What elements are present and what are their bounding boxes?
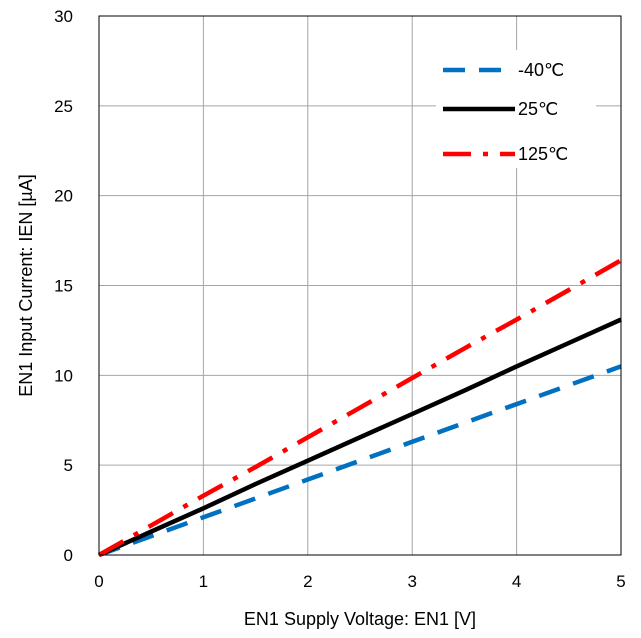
y-tick-label: 10 (54, 366, 73, 385)
series-lines (97, 258, 623, 558)
plot-frame (98, 15, 622, 556)
y-tick-label: 20 (54, 187, 73, 206)
y-axis-title: EN1 Input Current: IEN [µA] (16, 174, 36, 396)
legend-label-0: -40℃ (518, 60, 564, 80)
legend-label-2: 125℃ (518, 144, 568, 164)
x-tick-label: 5 (616, 572, 625, 591)
legend: -40℃ 25℃ 125℃ (436, 50, 596, 168)
tick-labels: 0 1 2 3 4 5 0 5 10 15 20 25 30 (54, 7, 626, 591)
y-tick-label: 5 (64, 456, 73, 475)
x-tick-label: 2 (303, 572, 312, 591)
x-axis-title: EN1 Supply Voltage: EN1 [V] (244, 609, 476, 629)
x-tick-label: 3 (407, 572, 416, 591)
y-tick-label: 15 (54, 277, 73, 296)
series-line-0 (98, 364, 622, 558)
legend-label-1: 25℃ (518, 99, 558, 119)
series-line-1 (98, 317, 622, 558)
y-tick-label: 0 (64, 546, 73, 565)
y-tick-label: 30 (54, 7, 73, 26)
x-tick-label: 1 (199, 572, 208, 591)
x-tick-label: 4 (512, 572, 521, 591)
series-line-2 (97, 258, 623, 557)
x-tick-label: 0 (94, 572, 103, 591)
y-tick-label: 25 (54, 97, 73, 116)
